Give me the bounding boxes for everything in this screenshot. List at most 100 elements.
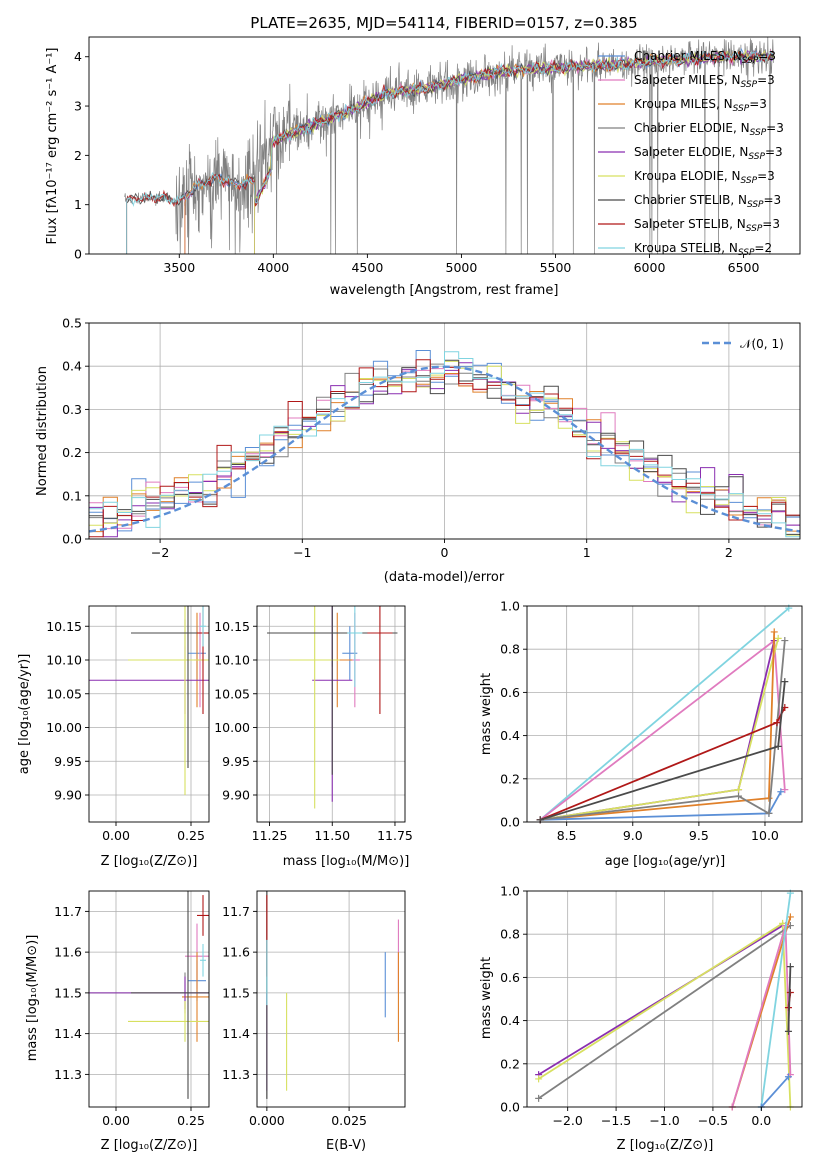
wage-xlabel: age [log₁₀(age/yr)] [605, 854, 726, 869]
gaussian-curve [88, 365, 801, 533]
legend-label-chabrier_elodie: Chabrier ELODIE, NSSP=3 [634, 121, 784, 138]
legend-label-salpeter_miles: Salpeter MILES, NSSP=3 [634, 73, 775, 90]
x-tick-label: 5000 [446, 260, 478, 275]
x-tick-label: 10.0 [751, 828, 779, 843]
errorbar-group [89, 606, 209, 795]
residuals-panel: −2 −1 0 1 2 0.0 0.1 0.2 0.3 0.4 0.5 [62, 316, 801, 560]
y-tick-label: 11.4 [222, 1026, 250, 1041]
y-tick-label: 1 [74, 197, 82, 212]
y-tick-label: 9.95 [54, 754, 82, 769]
weight-marker-kroupa_elodie [735, 786, 743, 794]
y-tick-label: 2 [74, 148, 82, 163]
weight-marker-chabrier_elodie [765, 809, 773, 817]
x-tick-label: 0.00 [102, 1113, 130, 1128]
residuals-legend: 𝒩(0, 1) [702, 337, 784, 351]
massz-ylabel: mass [log₁₀(M/M⊙)] [25, 935, 40, 1062]
spectrum-xlabel: wavelength [Angstrom, rest frame] [330, 283, 559, 298]
axes-frame [256, 605, 406, 823]
weight-marker-salpeter_miles [781, 786, 789, 794]
axes-frame [88, 890, 210, 1108]
x-tick-label: 0.00 [102, 828, 130, 843]
legend-label-chabrier_miles: Chabrier MILES, NSSP=3 [634, 49, 776, 66]
age-vs-z-panel: 0.00 0.25 9.90 9.95 10.00 10.05 10.10 10.15 [46, 605, 210, 843]
spectrum-data-group [124, 37, 775, 254]
gaussian-legend-label: 𝒩(0, 1) [740, 337, 784, 351]
y-tick-label: 1.0 [500, 884, 520, 899]
weight-vs-z-panel: −2.0 −1.5 −1.0 −0.5 0.0 0.0 0.2 0.4 0.6 0.8 1.0 [500, 884, 803, 1128]
weight-vs-age-panel: 8.5 9.0 9.5 10.0 0.0 0.2 0.4 0.6 0.8 1.0 [500, 599, 803, 843]
y-tick-label: 10.10 [214, 653, 250, 668]
y-tick-label: 9.90 [222, 788, 250, 803]
x-tick-label: 5500 [540, 260, 572, 275]
x-tick-label: 3500 [163, 260, 195, 275]
y-tick-label: 10.10 [46, 653, 82, 668]
y-tick-label: 10.00 [46, 720, 82, 735]
y-tick-label: 0.8 [500, 927, 520, 942]
masse-xlabel: E(B-V) [326, 1138, 366, 1153]
errorbar-group [266, 891, 399, 1099]
y-tick-label: 11.3 [54, 1067, 82, 1082]
y-tick-label: 0.6 [500, 970, 520, 985]
agez-xlabel: Z [log₁₀(Z/Z⊙)] [101, 854, 198, 869]
x-tick-label: 11.50 [314, 828, 350, 843]
x-tick-label: 9.5 [689, 828, 709, 843]
y-tick-label: 4 [74, 49, 82, 64]
weight-marker-chabrier_elodie [535, 1094, 543, 1102]
spectrum-title: PLATE=2635, MJD=54114, FIBERID=0157, z=0… [250, 14, 637, 32]
weight-line-salpeter_stelib [539, 707, 786, 821]
wage-ylabel: mass weight [479, 673, 494, 755]
y-tick-label: 0.0 [62, 532, 82, 547]
legend-label-salpeter_elodie: Salpeter ELODIE, NSSP=3 [634, 145, 783, 162]
spectrum-legend: Chabrier MILES, NSSP=3 Salpeter MILES, NS… [598, 49, 784, 258]
x-tick-label: 0.000 [249, 1113, 285, 1128]
x-tick-label: −2 [151, 545, 169, 560]
axes-frame [526, 605, 803, 823]
y-tick-label: 10.00 [214, 720, 250, 735]
weight-marker-chabrier_elodie [735, 792, 743, 800]
y-tick-label: 11.4 [54, 1026, 82, 1041]
y-tick-label: 9.95 [222, 754, 250, 769]
y-tick-label: 11.5 [54, 985, 82, 1000]
y-tick-label: 0.2 [500, 1056, 520, 1071]
x-tick-label: 11.75 [377, 828, 413, 843]
weight-marker-chabrier_stelib [781, 678, 789, 686]
histogram-kroupa_stelib [89, 351, 800, 538]
weight-marker-kroupa_elodie [774, 634, 782, 642]
agez-ylabel: age [log₁₀(age/yr)] [17, 654, 32, 775]
weight-line-kroupa_stelib [539, 607, 790, 821]
weight-line-chabrier_miles [760, 1076, 790, 1108]
weight-marker-salpeter_stelib [773, 719, 781, 727]
weight-marker-chabrier_stelib [774, 742, 782, 750]
axes-frame [256, 890, 406, 1108]
errorbar-group [89, 891, 209, 1099]
x-tick-label: −1.0 [649, 1113, 679, 1128]
wz-ylabel: mass weight [479, 957, 494, 1039]
x-tick-label: 6500 [728, 260, 760, 275]
y-tick-label: 11.3 [222, 1067, 250, 1082]
weight-marker-chabrier_stelib [784, 1027, 792, 1035]
y-tick-label: 11.7 [222, 904, 250, 919]
x-tick-label: 4000 [257, 260, 289, 275]
y-tick-label: 0.0 [500, 815, 520, 830]
x-tick-label: 0.0 [751, 1113, 771, 1128]
y-tick-label: 0 [74, 247, 82, 262]
y-tick-label: 1.0 [500, 599, 520, 614]
y-tick-label: 10.15 [46, 619, 82, 634]
mass-vs-ebv-panel: 0.000 0.025 11.3 11.4 11.5 11.6 11.7 [222, 890, 406, 1128]
y-tick-label: 11.6 [54, 945, 82, 960]
weight-line-kroupa_stelib [760, 893, 792, 1108]
y-tick-label: 3 [74, 99, 82, 114]
weight-line-chabrier_elodie [540, 640, 786, 821]
y-tick-label: 0.2 [62, 445, 82, 460]
legend-label-kroupa_elodie: Kroupa ELODIE, NSSP=3 [634, 169, 775, 186]
y-tick-label: 10.05 [214, 686, 250, 701]
legend-label-kroupa_miles: Kroupa MILES, NSSP=3 [634, 97, 767, 114]
y-tick-label: 0.8 [500, 642, 520, 657]
x-tick-label: 8.5 [557, 828, 577, 843]
wz-xlabel: Z [log₁₀(Z/Z⊙)] [617, 1138, 714, 1153]
residuals-ylabel: Normed distribution [35, 366, 50, 496]
weight-marker-chabrier_miles [777, 788, 785, 796]
x-tick-label: 0 [441, 545, 449, 560]
x-tick-label: 11.25 [252, 828, 288, 843]
